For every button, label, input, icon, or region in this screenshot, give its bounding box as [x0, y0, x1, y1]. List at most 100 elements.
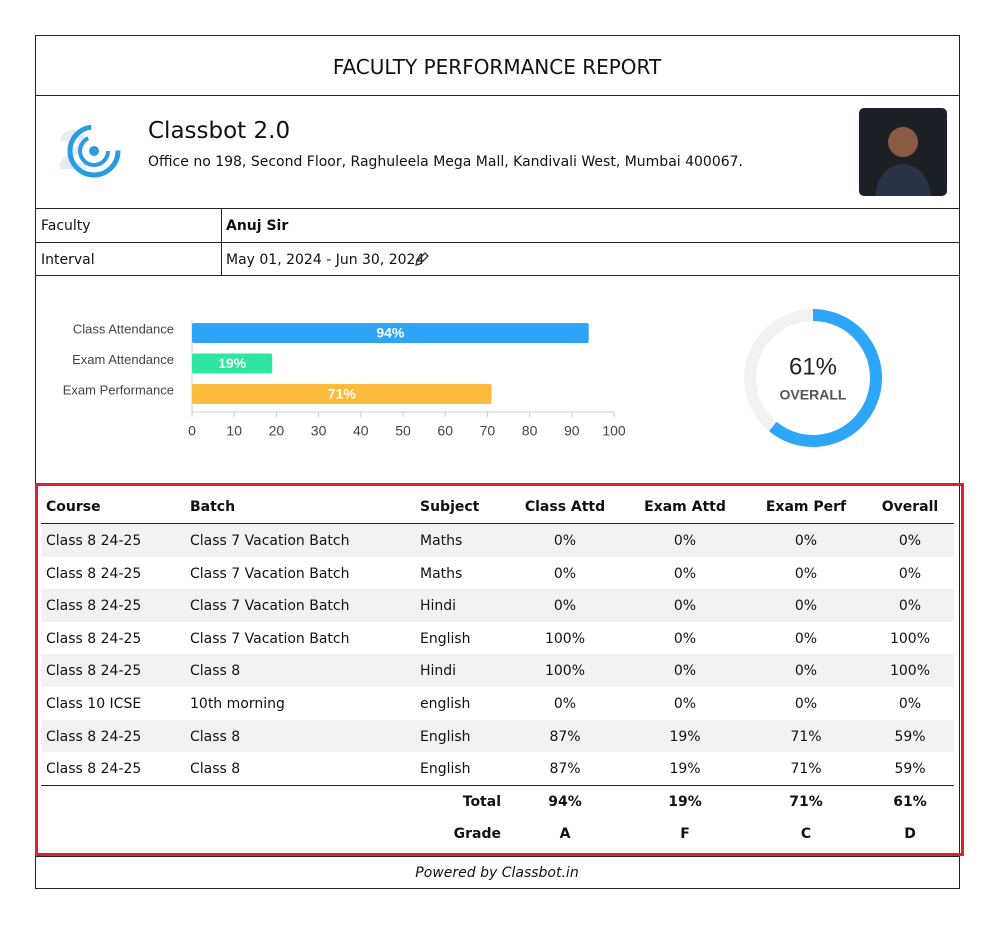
table-cell: 0%	[673, 630, 697, 647]
row-band	[41, 524, 954, 557]
divider	[221, 208, 222, 275]
footer-rule	[41, 784, 954, 786]
donut-label: OVERALL	[780, 387, 847, 403]
bar	[192, 384, 492, 404]
table-cell: Class 8 24-25	[46, 565, 142, 582]
info-label: Interval	[41, 252, 95, 268]
grade-value: F	[680, 826, 690, 843]
table-cell: 0%	[898, 598, 922, 615]
x-tick-label: 100	[602, 423, 626, 439]
table-cell: Class 7 Vacation Batch	[190, 630, 350, 647]
total-value: 94%	[548, 793, 582, 810]
header-rule	[41, 523, 954, 524]
bar	[192, 353, 273, 374]
table-cell: 100%	[544, 630, 586, 647]
info-value: Anuj Sir	[226, 218, 289, 234]
table-cell: 0%	[673, 598, 697, 615]
highlight-box	[35, 483, 964, 856]
x-tick-label: 10	[226, 423, 242, 439]
table-cell: 0%	[673, 565, 697, 582]
table-cell: Class 8	[190, 728, 241, 745]
table-cell: 71%	[790, 761, 822, 778]
faculty-photo	[859, 108, 947, 196]
total-value: 19%	[668, 793, 702, 810]
org-name: Classbot 2.0	[148, 118, 291, 144]
row-band	[41, 589, 954, 622]
table-cell: 0%	[673, 696, 697, 712]
table-cell: English	[420, 728, 471, 745]
table-cell: 0%	[898, 565, 922, 582]
table-cell: Class 8	[190, 663, 241, 680]
divider	[36, 242, 959, 243]
total-value: 71%	[789, 793, 823, 810]
logo: 2	[58, 122, 121, 181]
x-tick-label: 0	[188, 423, 196, 439]
divider	[36, 208, 959, 209]
table-cell: Maths	[420, 533, 463, 549]
grade-value: A	[559, 826, 571, 843]
total-label: Total	[462, 793, 501, 810]
table-cell: 10th morning	[190, 696, 285, 712]
table-cell: Class 7 Vacation Batch	[190, 533, 350, 549]
org-address: Office no 198, Second Floor, Raghuleela …	[148, 154, 744, 170]
table-cell: 0%	[794, 630, 818, 647]
bar-label: 19%	[218, 355, 247, 371]
row-band	[41, 719, 954, 753]
table-cell: 59%	[894, 728, 926, 745]
table-cell: 19%	[669, 761, 701, 778]
row-band	[41, 654, 954, 687]
column-header: Exam Attd	[644, 499, 726, 515]
info-label: Faculty	[41, 218, 91, 234]
table-cell: 0%	[794, 565, 818, 582]
table-cell: 100%	[544, 663, 586, 680]
grade-value: D	[904, 826, 916, 843]
category-label: Exam Attendance	[72, 352, 174, 367]
column-header: Batch	[190, 499, 236, 515]
table-cell: Class 8 24-25	[46, 663, 142, 680]
table-cell: 0%	[898, 533, 922, 549]
column-header: Class Attd	[524, 499, 606, 515]
table-cell: 0%	[673, 533, 697, 549]
table-cell: Class 10 ICSE	[46, 696, 142, 712]
divider	[36, 275, 959, 276]
table-cell: 100%	[889, 663, 931, 680]
report-frame	[35, 35, 960, 889]
table-cell: 71%	[790, 728, 822, 745]
table-cell: 87%	[549, 761, 581, 778]
bar-label: 94%	[376, 325, 405, 341]
x-tick-label: 60	[437, 423, 453, 439]
table-cell: Hindi	[420, 598, 457, 615]
total-value: 61%	[893, 793, 927, 810]
x-tick-label: 20	[269, 423, 285, 439]
table-cell: Class 8 24-25	[46, 533, 142, 549]
table-cell: 0%	[553, 598, 577, 615]
table-cell: Class 8 24-25	[46, 598, 142, 615]
table-cell: Class 8	[190, 761, 241, 778]
grade-label: Grade	[453, 826, 501, 843]
x-tick-label: 40	[353, 423, 369, 439]
report-title: FACULTY PERFORMANCE REPORT	[332, 55, 662, 79]
x-tick-label: 70	[480, 423, 496, 439]
table-cell: 19%	[669, 728, 701, 745]
column-header: Exam Perf	[765, 499, 847, 515]
table-cell: 59%	[894, 761, 926, 778]
table-cell: 87%	[549, 728, 581, 745]
table-cell: 0%	[673, 663, 697, 680]
table-cell: 0%	[794, 598, 818, 615]
table-cell: English	[420, 630, 471, 647]
column-header: Subject	[420, 499, 480, 515]
chart-area: 0 10 20 30 40 50 60 70 80 90 100 Class Attendance 94…	[63, 309, 882, 447]
table-cell: 100%	[889, 630, 931, 647]
edit-icon[interactable]	[414, 251, 430, 267]
table-cell: Class 7 Vacation Batch	[190, 598, 350, 615]
table-cell: Class 7 Vacation Batch	[190, 565, 350, 582]
x-tick-label: 80	[522, 423, 538, 439]
info-value: May 01, 2024 - Jun 30, 2024	[226, 252, 425, 268]
table-cell: Class 8 24-25	[46, 761, 142, 778]
column-header: Course	[46, 499, 101, 515]
table-cell: Hindi	[420, 663, 457, 680]
x-tick-label: 50	[395, 423, 411, 439]
grade-value: C	[800, 826, 812, 843]
table-cell: 0%	[794, 663, 818, 680]
